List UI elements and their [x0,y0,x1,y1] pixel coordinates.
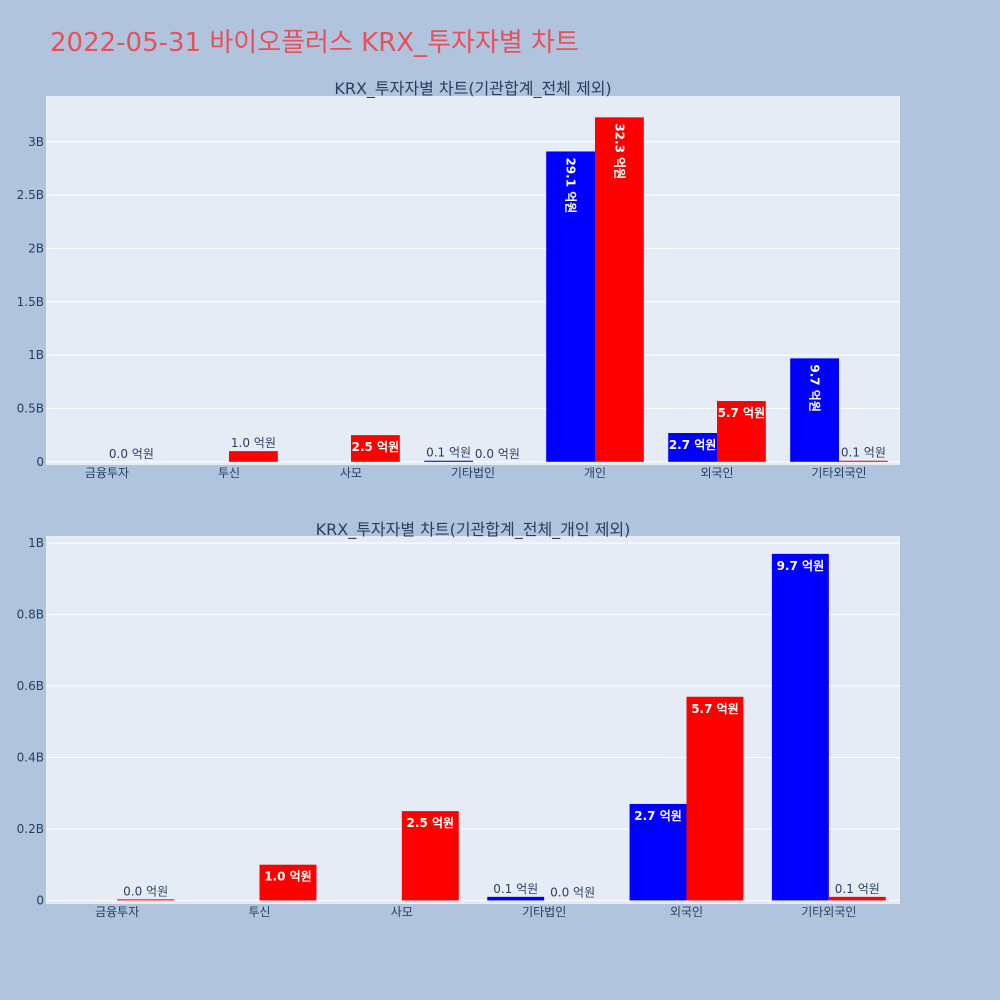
y-tick-label: 2.5B [17,188,44,202]
data-label: 5.7 억원 [718,406,766,420]
bar [229,451,278,462]
bar [839,460,888,462]
data-label: 2.5 억원 [407,816,455,830]
chart-panel-2: 0 0.2B 0.4B 0.6B 0.8B 1B KRX_투자자별 차트(기관합계_전체_개… [17,520,900,919]
y-tick-label: 0.5B [17,401,44,415]
x-tick-label: 기타외국인 [811,466,866,480]
bar [117,899,175,901]
data-label: 1.0 억원 [231,436,276,450]
bar [259,864,317,901]
page-title: 2022-05-31 바이오플러스 KRX_투자자별 차트 [50,28,579,58]
bar [629,803,687,901]
bar [546,151,595,462]
y-tick-label: 0.2B [17,822,44,836]
data-label: 2.7 억원 [669,438,717,452]
y-tick-label: 0 [36,893,44,907]
x-tick-label: 외국인 [700,466,733,480]
data-label: 0.0 억원 [475,447,520,461]
y-tick-label: 1B [28,348,44,362]
data-label: 9.7 억원 [777,559,825,573]
data-label: 0.0 억원 [550,885,595,899]
data-label: 0.1 억원 [493,882,538,896]
x-tick-label: 투신 [218,466,240,480]
y-tick-label: 0.8B [17,608,44,622]
bar [828,896,886,901]
bar [790,358,839,462]
data-label: 2.5 억원 [352,440,400,454]
data-label: 32.3 억원 [612,123,626,179]
chart-title: KRX_투자자별 차트(기관합계_전체 제외) [334,79,611,99]
bar [424,460,473,462]
data-label: 0.1 억원 [835,882,880,896]
x-tick-label: 사모 [340,466,362,480]
x-tick-label: 기타외국인 [801,905,856,919]
data-label: 5.7 억원 [691,702,739,716]
data-label: 0.0 억원 [123,884,168,898]
plot-area [46,96,900,465]
bar [771,553,829,901]
bar [351,435,400,462]
data-label: 0.0 억원 [109,447,154,461]
y-tick-label: 0.6B [17,679,44,693]
bar [668,433,717,462]
plot-area [46,536,900,904]
x-tick-label: 금융투자 [85,466,129,480]
y-tick-label: 0 [36,455,44,469]
x-tick-label: 개인 [584,466,606,480]
x-tick-label: 기타법인 [451,466,495,480]
x-tick-label: 기타법인 [522,905,566,919]
y-tick-label: 1.5B [17,295,44,309]
bar [487,896,545,901]
y-tick-label: 3B [28,135,44,149]
x-tick-label: 금융투자 [95,905,139,919]
data-label: 2.7 억원 [634,809,682,823]
bar [686,696,744,901]
chart-title: KRX_투자자별 차트(기관합계_전체_개인 제외) [316,520,631,540]
x-tick-label: 사모 [391,905,413,919]
y-tick-label: 1B [28,536,44,550]
x-tick-label: 외국인 [670,905,703,919]
bar [401,811,459,901]
data-label: 0.1 억원 [841,446,886,460]
data-label: 1.0 억원 [264,870,312,884]
y-tick-label: 0.4B [17,751,44,765]
chart-panel-1: 0 0.5B 1B 1.5B 2B 2.5B 3B KRX_투자자별 차트(기관합계_전체 제… [17,79,900,480]
x-tick-label: 투신 [248,905,270,919]
data-label: 29.1 억원 [564,157,578,213]
data-label: 9.7 억원 [808,364,822,412]
bar [595,117,644,462]
data-label: 0.1 억원 [426,446,471,460]
y-tick-label: 2B [28,242,44,256]
bar [717,401,766,462]
